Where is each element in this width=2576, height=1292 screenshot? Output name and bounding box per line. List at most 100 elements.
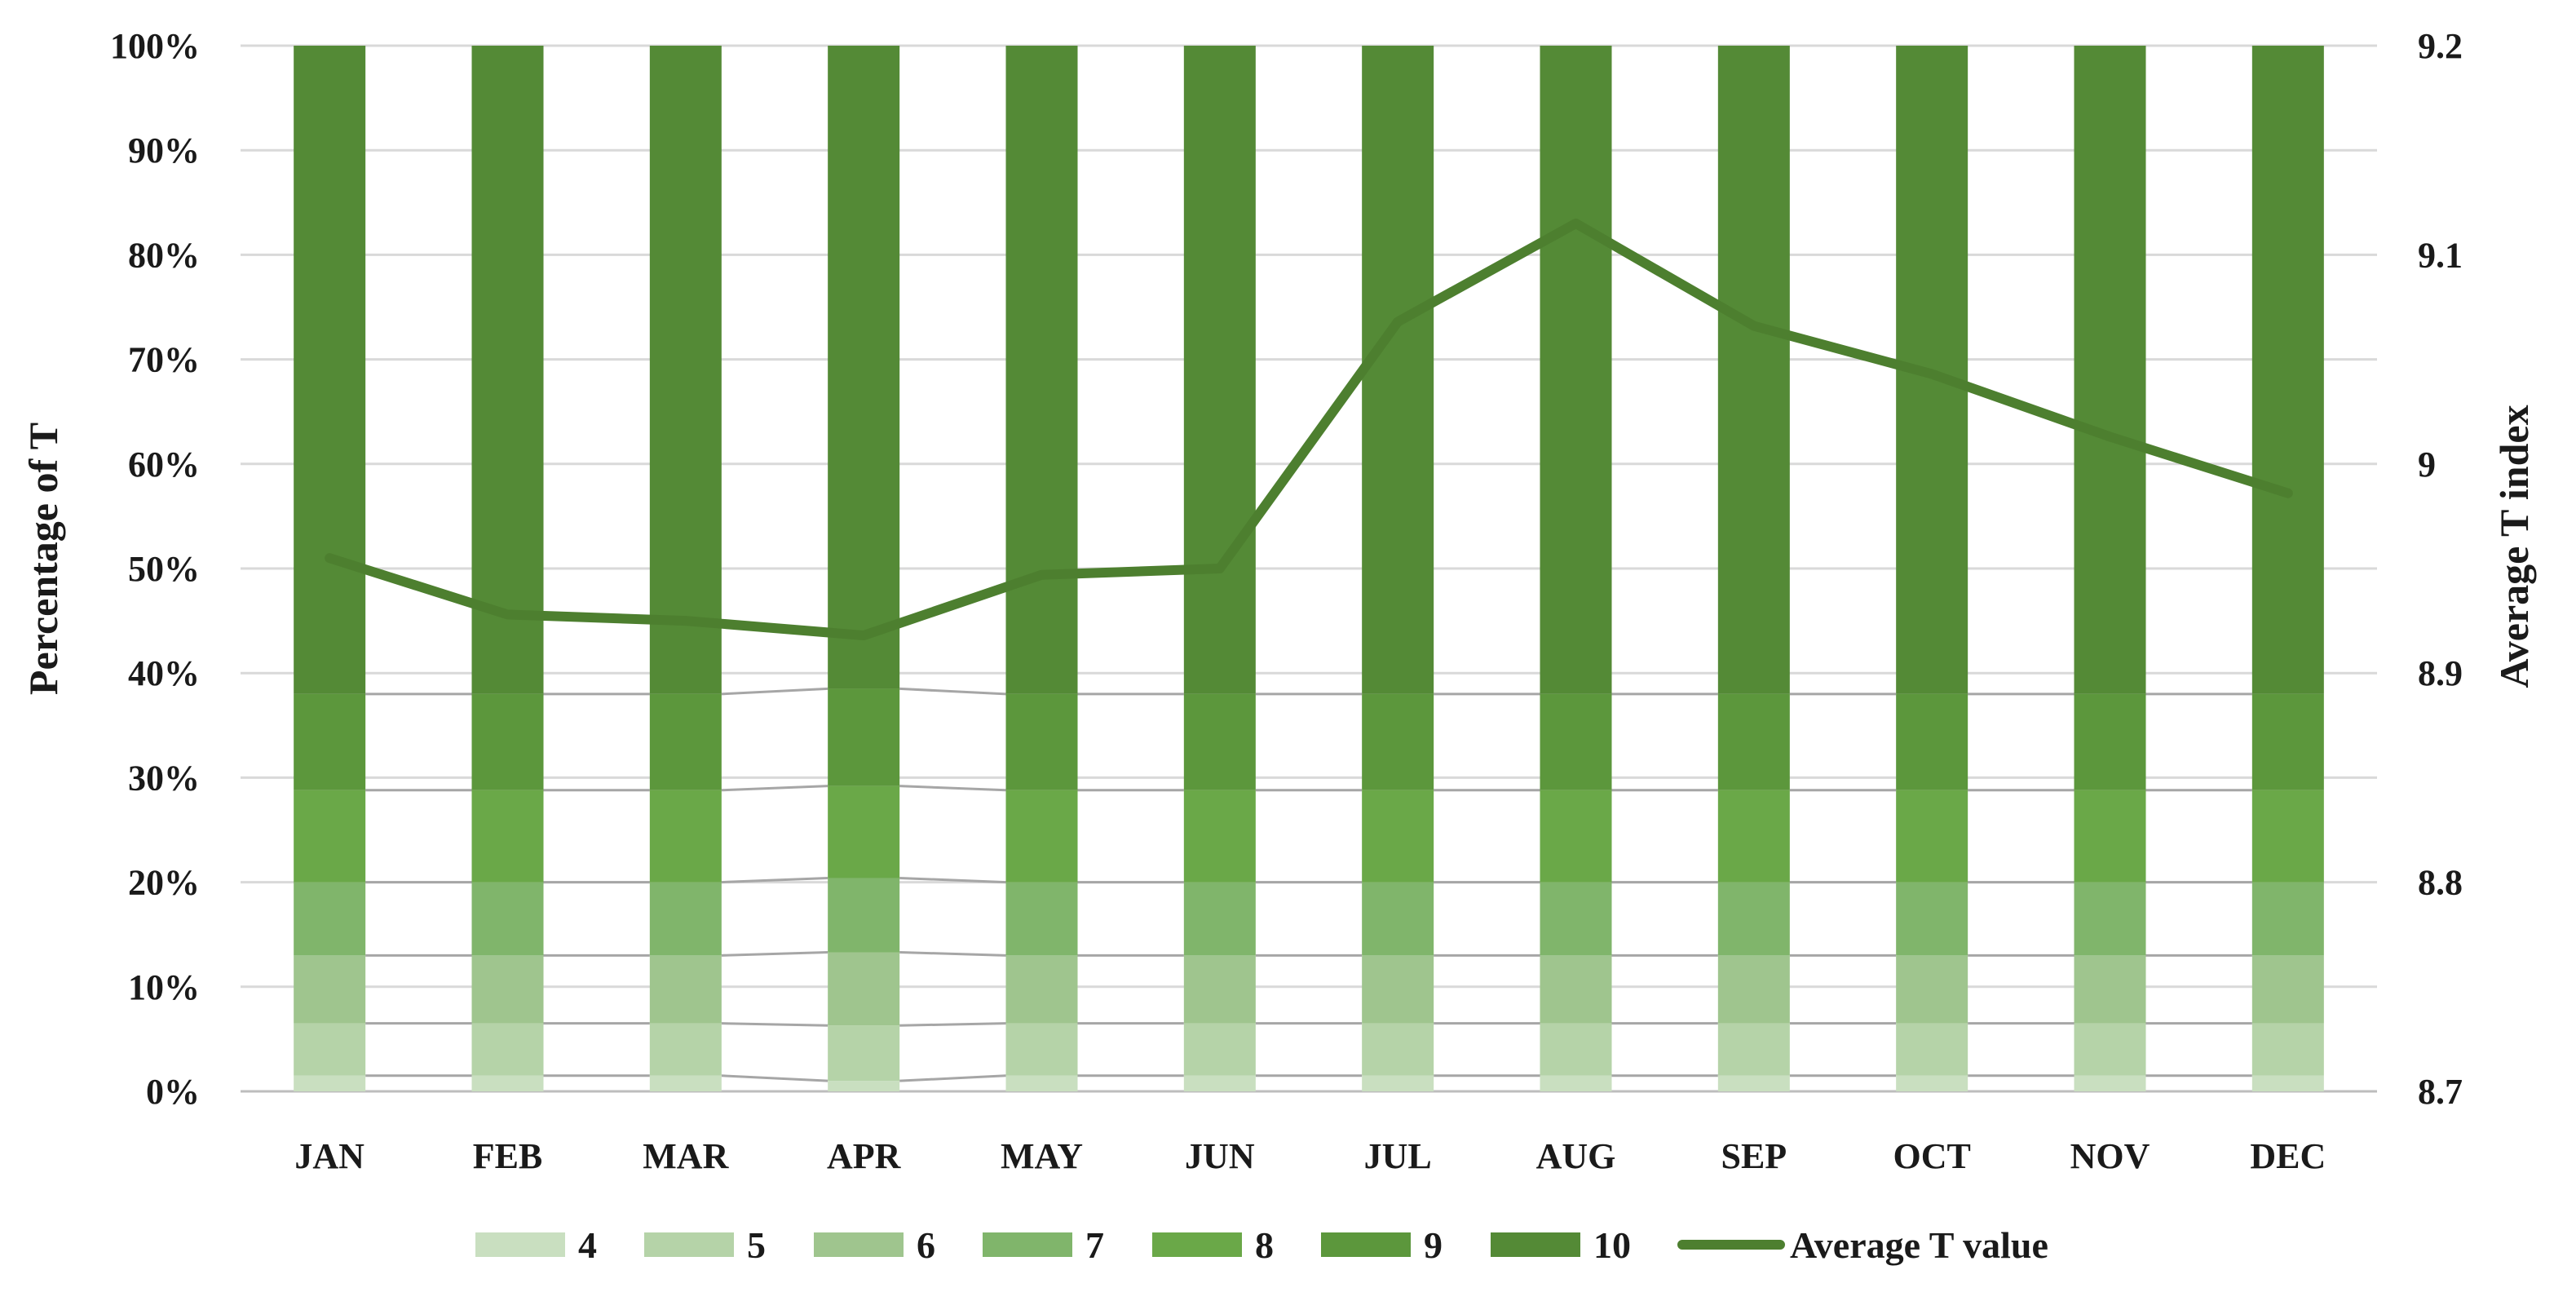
average-t-value-line: [325, 218, 2293, 641]
bar-segment-9: [2074, 693, 2146, 790]
x-tick-label: JUL: [1364, 1136, 1432, 1176]
y2-axis-title: Average T index: [2491, 405, 2537, 688]
bar-segment-6: [294, 955, 366, 1024]
legend-label: 6: [917, 1224, 935, 1266]
bar-segment-10: [1362, 46, 1434, 694]
bar-segment-9: [1362, 693, 1434, 790]
bar-segment-9: [1717, 693, 1790, 790]
bar-segment-10: [1005, 46, 1078, 694]
bar-segment-6: [1540, 955, 1612, 1024]
bar-segment-7: [2074, 882, 2146, 956]
legend-label: 4: [578, 1224, 597, 1266]
bar-segment-6: [1362, 955, 1434, 1024]
bar-segment-10: [471, 46, 544, 694]
bar-segment-5: [2251, 1023, 2324, 1076]
bar-segment-10: [294, 46, 366, 694]
series-connector: [721, 785, 828, 792]
legend-swatch-6: [814, 1232, 904, 1257]
bar-segment-8: [1540, 790, 1612, 883]
x-tick-label: DEC: [2250, 1136, 2326, 1176]
x-tick-label: MAY: [1001, 1136, 1083, 1176]
bar-segment-10: [1183, 46, 1256, 694]
bar-segment-4: [1896, 1075, 1968, 1091]
bar-segment-7: [1183, 882, 1256, 956]
bar-segment-8: [294, 790, 366, 883]
bar-segment-8: [1362, 790, 1434, 883]
bar-segment-4: [828, 1081, 900, 1091]
bar-segment-8: [1896, 790, 1968, 883]
bar-segment-5: [1183, 1023, 1256, 1076]
bar-segment-7: [828, 878, 900, 953]
bar-segment-9: [828, 688, 900, 786]
bar-segment-7: [1005, 882, 1078, 956]
bar-segment-6: [2251, 955, 2324, 1024]
legend-swatch-10: [1491, 1232, 1580, 1257]
y-tick-label: 80%: [128, 235, 200, 275]
legend-label: 7: [1085, 1224, 1104, 1266]
bar-segment-4: [294, 1075, 366, 1091]
legend-label: 9: [1424, 1224, 1443, 1266]
bar-segment-4: [1183, 1075, 1256, 1091]
y-tick-label: 20%: [128, 863, 200, 903]
x-axis-ticks: JAN FEB MAR APR MAY JUN JUL AUG SEP OCT NOV DEC: [294, 1136, 2326, 1176]
bar-segment-10: [1717, 46, 1790, 694]
bar-segment-4: [471, 1075, 544, 1091]
bar-segment-5: [294, 1023, 366, 1076]
y-tick-label: 60%: [128, 445, 200, 484]
y2-tick-label: 9.2: [2418, 26, 2463, 66]
legend-swatch-7: [983, 1232, 1072, 1257]
bar-segment-7: [294, 882, 366, 956]
y-tick-label: 100%: [110, 26, 200, 66]
bar-segment-7: [1540, 882, 1612, 956]
bar-segment-4: [1717, 1075, 1790, 1091]
series-connector: [899, 1022, 1006, 1027]
bar-segment-6: [1717, 955, 1790, 1024]
x-tick-label: JUN: [1185, 1136, 1255, 1176]
bar-segment-5: [1362, 1023, 1434, 1076]
x-tick-label: SEP: [1721, 1136, 1787, 1176]
series-connector: [899, 687, 1006, 696]
bar-segment-6: [1896, 955, 1968, 1024]
y-tick-label: 50%: [128, 549, 200, 589]
y-tick-label: 70%: [128, 340, 200, 380]
bar-segment-8: [2251, 790, 2324, 883]
series-connector: [721, 950, 828, 957]
x-tick-label: JAN: [294, 1136, 365, 1176]
bar-segment-6: [649, 955, 722, 1024]
x-tick-label: OCT: [1893, 1136, 1970, 1176]
legend-label: Average T value: [1790, 1224, 2048, 1266]
bar-segment-5: [649, 1023, 722, 1076]
bar-segment-8: [2074, 790, 2146, 883]
bar-segment-9: [1896, 693, 1968, 790]
series-connector: [899, 1074, 1006, 1082]
bar-segment-6: [1183, 955, 1256, 1024]
bar-segment-7: [1717, 882, 1790, 956]
series-connector: [721, 1022, 828, 1027]
series-connector-lines: [365, 687, 2252, 1082]
bar-segment-4: [1362, 1075, 1434, 1091]
y-tick-label: 10%: [128, 967, 200, 1007]
y2-tick-label: 8.9: [2418, 653, 2463, 693]
bar-segment-4: [649, 1075, 722, 1091]
bar-segment-8: [649, 790, 722, 883]
x-tick-label: MAR: [643, 1136, 729, 1176]
bar-segment-4: [1005, 1075, 1078, 1091]
bar-segment-6: [2074, 955, 2146, 1024]
x-tick-label: APR: [827, 1136, 902, 1176]
x-tick-label: NOV: [2070, 1136, 2150, 1176]
series-connector: [899, 785, 1006, 792]
bar-segment-8: [828, 785, 900, 878]
series-connector: [721, 1074, 828, 1082]
bar-segment-5: [1717, 1023, 1790, 1076]
x-tick-label: AUG: [1536, 1136, 1616, 1176]
bar-segment-7: [471, 882, 544, 956]
series-connector: [721, 876, 828, 884]
legend-swatch-4: [475, 1232, 565, 1257]
legend-swatch-5: [644, 1232, 734, 1257]
bar-segment-9: [294, 693, 366, 790]
x-tick-label: FEB: [473, 1136, 543, 1176]
bar-segment-7: [2251, 882, 2324, 956]
bar-segment-6: [828, 952, 900, 1026]
average-line-group: [325, 218, 2293, 641]
